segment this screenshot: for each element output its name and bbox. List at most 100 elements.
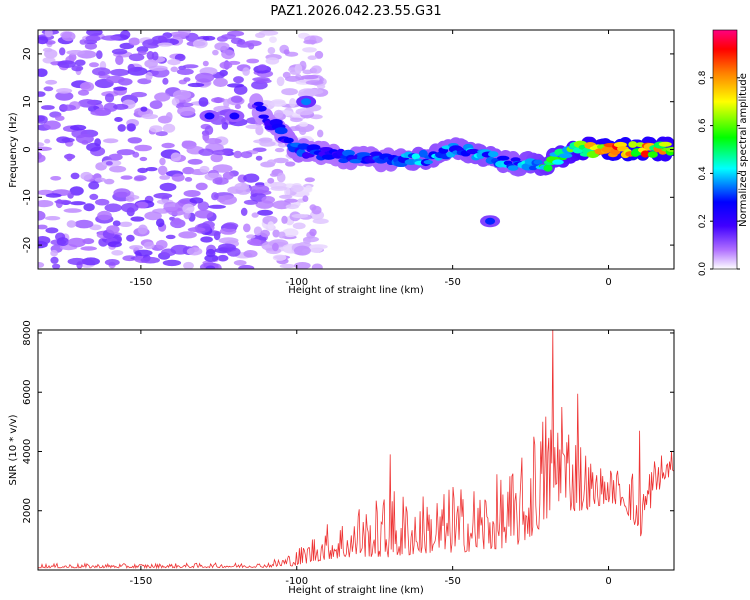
noise-blob bbox=[38, 200, 54, 208]
noise-blob bbox=[238, 264, 255, 269]
noise-blob bbox=[234, 104, 241, 110]
noise-blob bbox=[95, 198, 110, 206]
noise-blob bbox=[104, 93, 115, 103]
noise-blob bbox=[45, 193, 62, 198]
noise-blob bbox=[294, 262, 311, 269]
noise-blob bbox=[106, 75, 125, 84]
noise-blob bbox=[256, 79, 272, 84]
noise-blob bbox=[304, 185, 313, 193]
noise-blob bbox=[125, 196, 135, 202]
noise-blob bbox=[77, 89, 90, 96]
noise-blob bbox=[282, 71, 291, 79]
track-point bbox=[321, 154, 336, 160]
colorbar-tick-label: 0.0 bbox=[698, 262, 708, 277]
noise-blob bbox=[127, 137, 142, 144]
noise-blob bbox=[208, 204, 226, 209]
noise-blob bbox=[316, 84, 326, 89]
noise-blob bbox=[251, 212, 259, 218]
noise-blob bbox=[104, 178, 115, 185]
noise-blob bbox=[243, 223, 251, 233]
noise-blob bbox=[267, 47, 276, 55]
noise-blob bbox=[205, 265, 216, 269]
noise-blob bbox=[308, 244, 324, 253]
noise-blob bbox=[63, 208, 82, 213]
noise-blob bbox=[75, 133, 94, 144]
noise-blob bbox=[103, 102, 118, 113]
track-point bbox=[319, 147, 333, 152]
noise-blob bbox=[198, 148, 214, 156]
noise-blob bbox=[219, 227, 237, 235]
noise-blob bbox=[197, 201, 209, 211]
noise-blob bbox=[240, 151, 253, 159]
noise-blob bbox=[69, 186, 84, 196]
noise-blob bbox=[171, 173, 185, 182]
noise-blob bbox=[285, 161, 296, 167]
noise-blob bbox=[97, 210, 112, 221]
noise-blob bbox=[50, 176, 62, 181]
noise-blob bbox=[56, 237, 69, 247]
noise-blob bbox=[45, 227, 59, 234]
noise-blob bbox=[104, 259, 120, 266]
noise-blob bbox=[273, 157, 289, 164]
noise-blob bbox=[54, 199, 72, 204]
noise-blob bbox=[141, 113, 159, 120]
noise-blob bbox=[272, 242, 279, 252]
noise-blob bbox=[59, 47, 66, 56]
noise-blob bbox=[170, 152, 182, 162]
noise-blob bbox=[90, 109, 111, 116]
top-y-tick-label: 20 bbox=[22, 48, 33, 61]
noise-blob bbox=[303, 39, 317, 45]
noise-blob bbox=[116, 149, 136, 156]
track-point bbox=[418, 149, 428, 158]
noise-blob bbox=[303, 237, 312, 245]
track-point bbox=[342, 149, 355, 157]
noise-blob bbox=[192, 39, 208, 49]
noise-blob bbox=[221, 121, 229, 130]
noise-blob bbox=[66, 50, 85, 55]
noise-blob bbox=[134, 144, 153, 152]
noise-blob bbox=[246, 58, 260, 64]
noise-blob bbox=[202, 60, 209, 67]
noise-blob bbox=[285, 204, 299, 210]
noise-blob bbox=[113, 188, 131, 198]
noise-blob bbox=[295, 108, 314, 116]
track-point bbox=[258, 114, 270, 119]
noise-blob bbox=[70, 124, 87, 131]
spectral-blob bbox=[485, 217, 496, 225]
noise-blob bbox=[211, 192, 219, 201]
noise-blob bbox=[50, 249, 58, 257]
noise-blob bbox=[247, 238, 262, 246]
noise-blob bbox=[307, 55, 317, 60]
noise-blob bbox=[212, 177, 229, 185]
track-point bbox=[528, 165, 538, 171]
noise-blob bbox=[135, 201, 149, 209]
noise-blob bbox=[86, 142, 101, 152]
track-point bbox=[507, 165, 519, 171]
noise-blob bbox=[117, 124, 126, 132]
noise-blob bbox=[131, 91, 147, 98]
noise-blob bbox=[221, 49, 236, 60]
noise-blob bbox=[94, 177, 107, 182]
noise-blob bbox=[161, 142, 175, 149]
noise-blob bbox=[248, 42, 255, 50]
noise-blob bbox=[137, 167, 148, 174]
noise-blob bbox=[59, 104, 76, 111]
noise-blob bbox=[108, 153, 123, 161]
noise-blob bbox=[139, 156, 148, 162]
track-point bbox=[274, 127, 288, 135]
noise-blob bbox=[137, 224, 148, 235]
noise-blob bbox=[111, 250, 124, 256]
noise-blob bbox=[310, 65, 322, 74]
spectrogram bbox=[38, 30, 674, 269]
noise-blob bbox=[279, 263, 296, 269]
noise-blob bbox=[145, 167, 158, 172]
noise-blob bbox=[290, 117, 303, 123]
noise-blob bbox=[119, 221, 133, 227]
noise-blob bbox=[79, 82, 91, 90]
colorbar-tick-label: 0.8 bbox=[698, 70, 708, 85]
noise-blob bbox=[134, 175, 147, 181]
track-point bbox=[411, 153, 421, 160]
spectral-blob bbox=[229, 112, 240, 120]
track-point bbox=[628, 141, 638, 148]
